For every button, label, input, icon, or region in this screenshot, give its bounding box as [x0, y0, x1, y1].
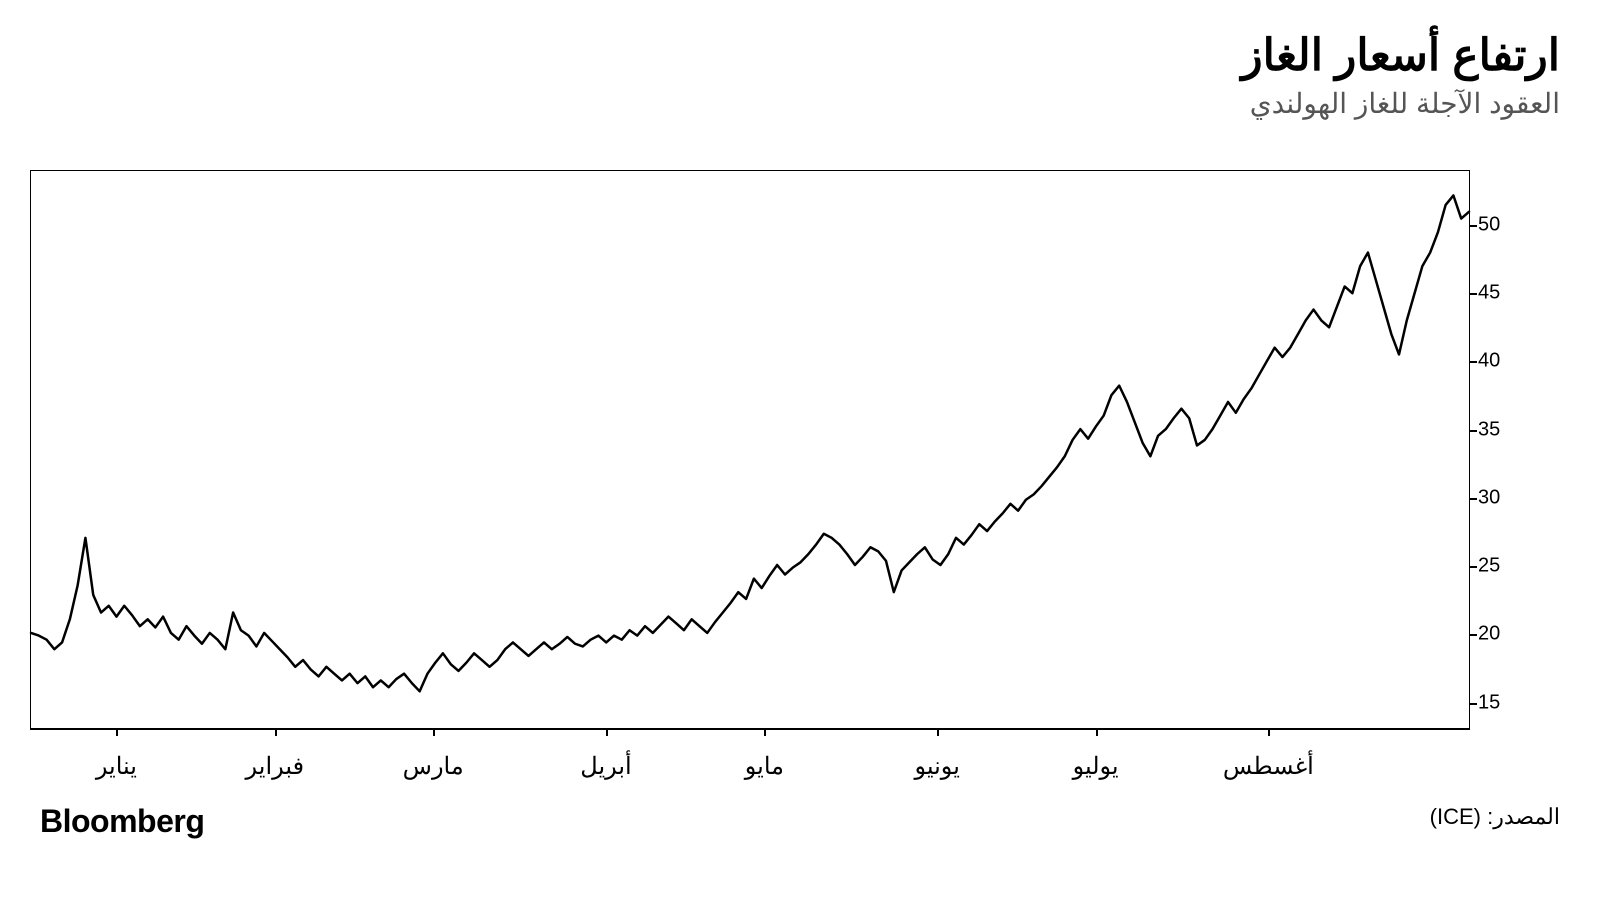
y-tick: [1469, 634, 1477, 636]
x-tick: [937, 728, 939, 736]
y-tick: [1469, 498, 1477, 500]
y-tick-label: 20: [1478, 623, 1500, 646]
brand-text: Bloomberg: [40, 803, 204, 840]
x-tick: [275, 728, 277, 736]
y-tick: [1469, 225, 1477, 227]
y-tick-label: 45: [1478, 281, 1500, 304]
x-tick-label: أبريل: [580, 752, 631, 781]
x-tick: [433, 728, 435, 736]
y-tick: [1469, 430, 1477, 432]
x-tick-label: أغسطس: [1223, 752, 1314, 781]
x-tick-label: يناير: [96, 752, 137, 781]
x-tick: [764, 728, 766, 736]
x-tick-label: مارس: [403, 752, 464, 781]
x-tick: [606, 728, 608, 736]
y-tick-label: 40: [1478, 350, 1500, 373]
y-tick-label: 50: [1478, 213, 1500, 236]
chart-title: ارتفاع أسعار الغاز: [1241, 30, 1560, 81]
chart-subtitle: العقود الآجلة للغاز الهولندي: [1241, 87, 1560, 120]
y-tick-label: 35: [1478, 418, 1500, 441]
y-tick-label: 30: [1478, 486, 1500, 509]
y-tick: [1469, 293, 1477, 295]
source-text: المصدر: (ICE): [1430, 804, 1560, 830]
x-tick-label: يونيو: [914, 752, 959, 781]
y-tick: [1469, 361, 1477, 363]
x-tick: [1268, 728, 1270, 736]
x-tick: [1096, 728, 1098, 736]
chart-plot-area: [30, 170, 1470, 730]
y-tick: [1469, 566, 1477, 568]
line-chart-svg: [31, 171, 1469, 728]
y-axis-labels: 15 20 25 30 35 40 45 50: [1478, 170, 1518, 730]
x-tick-label: مايو: [745, 752, 784, 781]
y-tick: [1469, 703, 1477, 705]
x-axis-labels: يناير فبراير مارس أبريل مايو يونيو يوليو أغسطس: [30, 740, 1470, 780]
y-tick-label: 25: [1478, 555, 1500, 578]
x-tick-label: فبراير: [246, 752, 305, 781]
x-tick: [116, 728, 118, 736]
x-tick-label: يوليو: [1073, 752, 1119, 781]
y-tick-label: 15: [1478, 691, 1500, 714]
